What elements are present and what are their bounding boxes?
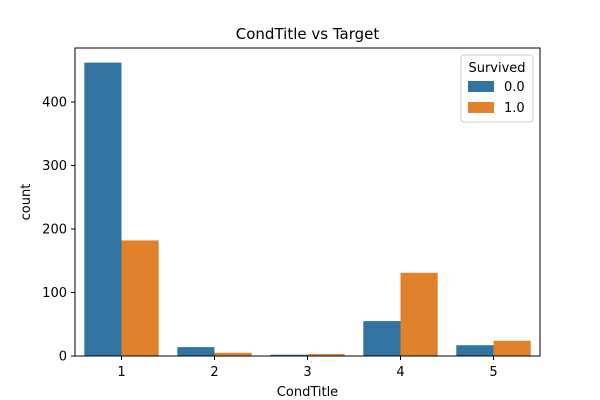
bar-cat5-series0_0	[456, 345, 494, 356]
y-tick-label: 400	[42, 95, 67, 110]
bar-cat5-series1_0	[493, 340, 531, 356]
y-tick-label: 200	[42, 222, 67, 237]
legend-swatch	[468, 81, 494, 92]
x-tick-label: 5	[489, 365, 497, 380]
y-tick-label: 100	[42, 286, 67, 301]
x-tick-label: 4	[396, 365, 404, 380]
legend-entries: 0.01.0	[468, 80, 525, 116]
bar-cat1-series1_0	[121, 240, 159, 356]
bar-cat1-series0_0	[84, 62, 122, 356]
x-tick-label: 1	[117, 365, 125, 380]
bar-cat2-series0_0	[177, 347, 215, 356]
plot-frame	[74, 47, 541, 357]
chart-title: CondTitle vs Target	[236, 25, 380, 43]
bar-cat3-series1_0	[307, 354, 345, 356]
bar-cat4-series1_0	[400, 272, 438, 356]
y-tick-label: 300	[42, 159, 67, 174]
legend-label: 1.0	[504, 101, 525, 116]
bars-group	[84, 62, 531, 356]
legend-title: Survived	[468, 61, 525, 76]
x-tick-label: 3	[303, 365, 311, 380]
bar-cat3-series0_0	[270, 354, 308, 356]
y-axis: 0 100 200 300 400	[42, 95, 75, 365]
bar-cat4-series0_0	[363, 321, 401, 356]
x-axis-title: CondTitle	[277, 385, 338, 400]
bar-cat2-series1_0	[214, 352, 252, 356]
legend: Survived 0.01.0	[460, 54, 534, 123]
y-tick-label: 0	[59, 350, 67, 365]
legend-label: 0.0	[504, 80, 525, 95]
x-tick-label: 2	[210, 365, 218, 380]
legend-swatch	[468, 102, 494, 113]
x-axis: 1 2 3 4 5	[117, 356, 498, 380]
y-axis-title: count	[19, 184, 34, 221]
